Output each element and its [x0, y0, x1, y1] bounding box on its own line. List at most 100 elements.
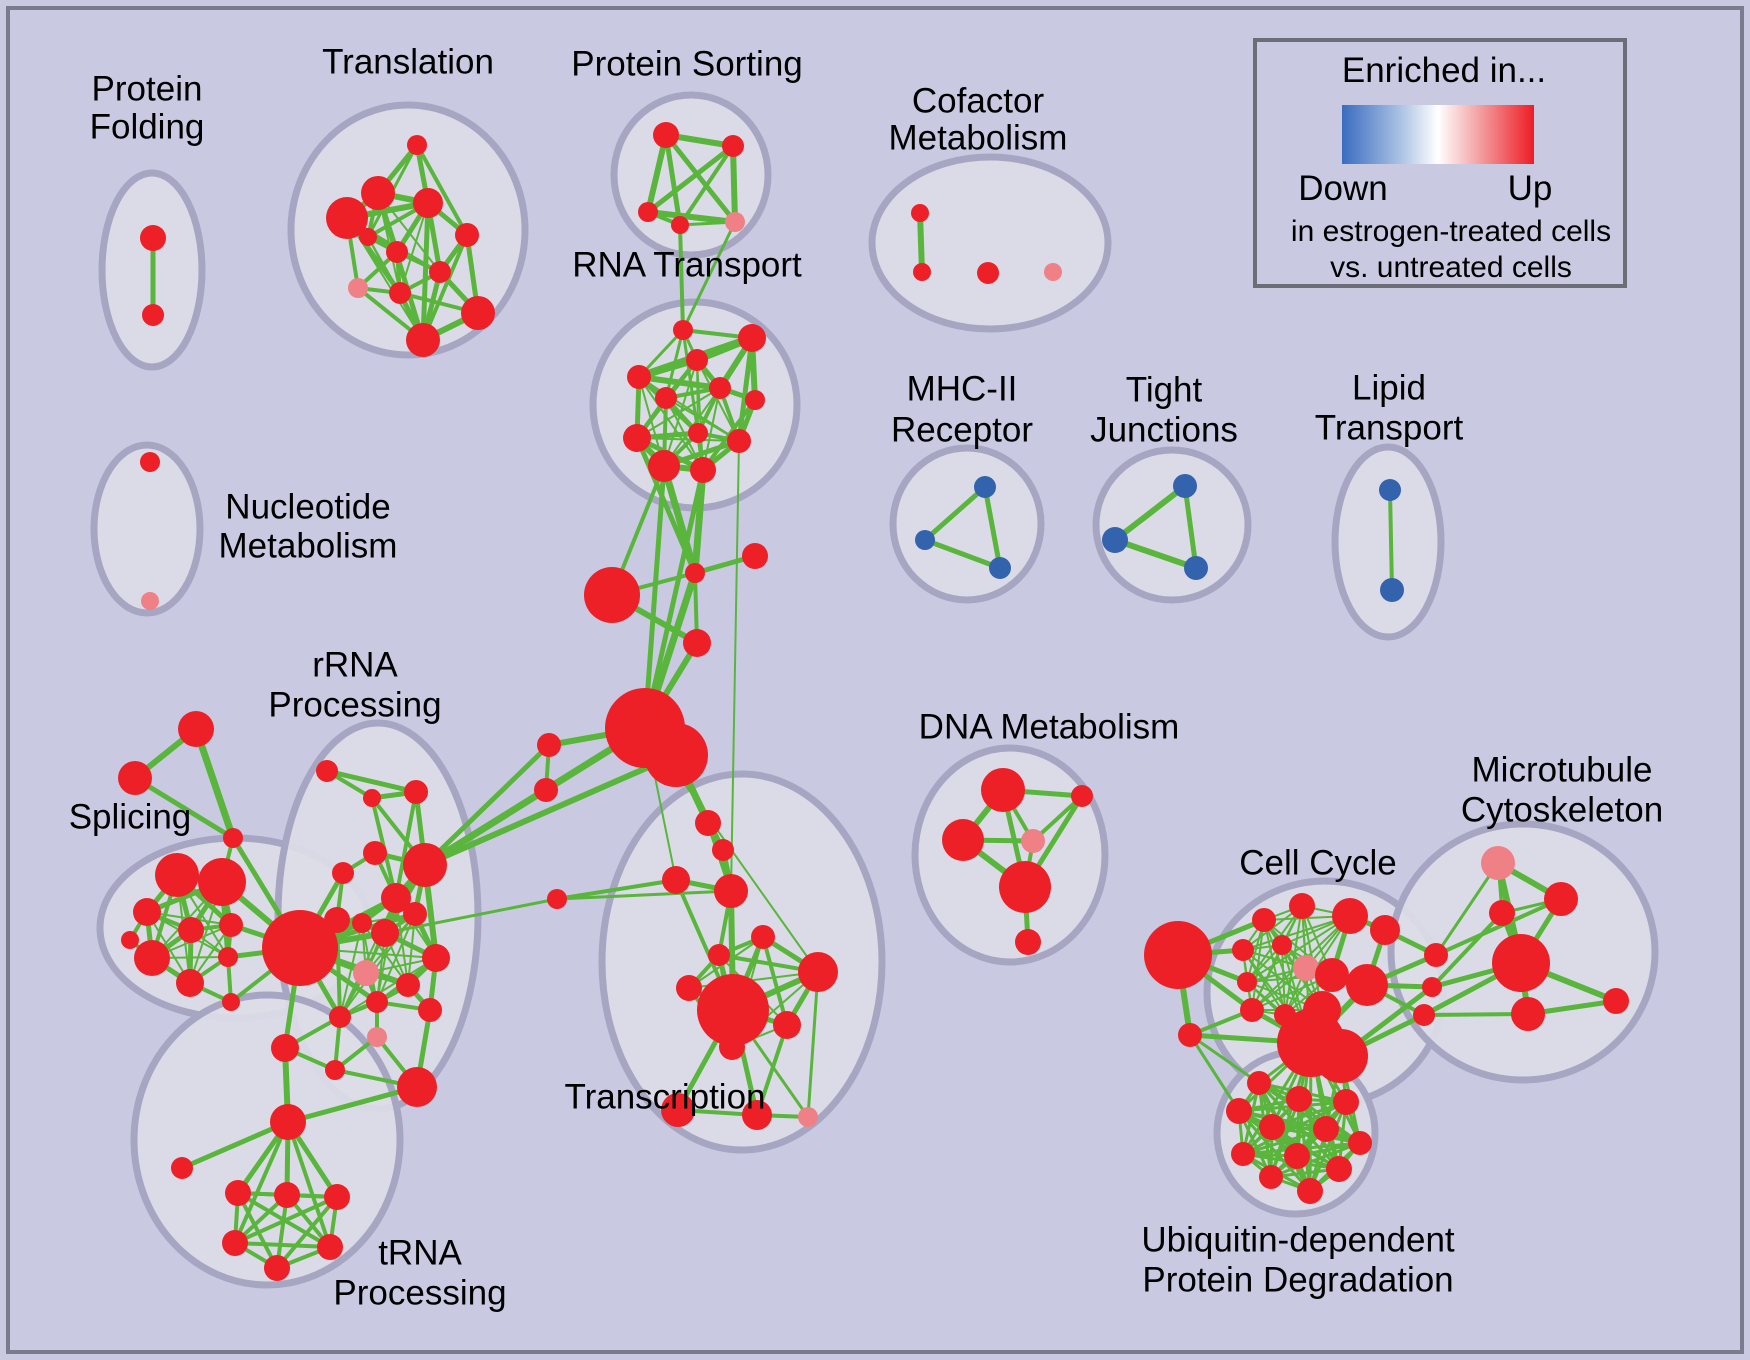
node-ccP2 [1314, 1029, 1368, 1083]
node-t3 [326, 197, 368, 239]
edge-cc2-ub1 [1188, 1033, 1261, 1085]
node-rr10 [352, 913, 372, 933]
edge-ps1-ps4 [663, 132, 683, 228]
node-t11 [406, 323, 440, 357]
edge-P2-rr6 [422, 752, 679, 868]
edge-tH-tw5 [286, 1120, 332, 1249]
edge-tx9-tx12 [755, 1023, 789, 1117]
node-rt1 [673, 320, 693, 340]
node-rr12 [353, 960, 379, 986]
node-rr18 [367, 1027, 387, 1047]
edge-ps5-rt1 [681, 220, 737, 332]
cluster-label-splicing-line1: Splicing [69, 798, 192, 837]
node-cc2 [1178, 1023, 1202, 1047]
node-ub5 [1259, 1114, 1285, 1140]
edge-T0-tx4 [555, 889, 733, 901]
node-G4 [683, 629, 711, 657]
node-tw3 [324, 1184, 350, 1210]
edge-rr20-tH [285, 1084, 420, 1125]
node-L1 [537, 733, 561, 757]
edge-tj1-tj3 [1182, 483, 1199, 571]
node-rt11 [648, 450, 680, 482]
nodes-layer [118, 122, 1629, 1281]
cluster-ellipse-trna-processing [130, 991, 404, 1289]
node-cc4 [1289, 893, 1315, 919]
node-lt1 [1379, 479, 1401, 501]
node-rt6 [655, 387, 677, 409]
node-ub2 [1286, 1086, 1312, 1112]
edge-ps1-ps3 [645, 132, 669, 215]
cluster-ellipse-tight-junctions [1092, 446, 1252, 604]
node-tx7 [676, 975, 702, 1001]
node-cc10 [1237, 972, 1257, 992]
node-rr1 [316, 760, 338, 782]
node-sp1 [155, 853, 199, 897]
edge-L1-rr6 [422, 742, 552, 868]
edge-ps2-ps5 [730, 143, 738, 225]
node-cf4 [1044, 263, 1062, 281]
node-G2 [742, 543, 768, 569]
edge-P1-rr6 [421, 724, 649, 869]
node-mt1 [1481, 846, 1515, 880]
node-sp7 [176, 969, 204, 997]
cluster-ellipses-layer [90, 91, 1659, 1289]
edge-ps1-ps5 [663, 132, 738, 225]
edge-mh1-mh2 [922, 484, 988, 543]
node-tw1 [225, 1180, 251, 1206]
edge-rr1-rr3 [324, 768, 419, 795]
edge-lt1-lt2 [1388, 488, 1394, 592]
cluster-label-microtubule-cytoskeleton-line2: Cytoskeleton [1461, 791, 1663, 830]
cluster-ellipse-cofactor-metabolism [868, 153, 1112, 333]
edge-tj1-tj2 [1112, 483, 1188, 543]
cluster-label-tight-junctions-line2: Junctions [1090, 411, 1238, 450]
node-tw5 [317, 1234, 343, 1260]
cluster-ellipse-dna-metabolism [911, 744, 1109, 966]
node-rr13 [422, 944, 450, 972]
node-mh3 [989, 557, 1011, 579]
node-txH [697, 974, 769, 1046]
edge-rt4-rt12 [638, 376, 704, 471]
node-tx11 [661, 1093, 695, 1127]
edge-cc2-ub4 [1188, 1033, 1241, 1113]
cluster-ellipse-protein-sorting [610, 91, 772, 259]
node-G1 [685, 563, 705, 583]
node-rr16 [418, 998, 442, 1022]
cluster-label-nucleotide-metabolism-line2: Metabolism [219, 527, 398, 566]
edge-rr8-rr17 [339, 913, 416, 1018]
node-dm1 [981, 768, 1025, 812]
node-ub10 [1326, 1156, 1352, 1182]
cluster-label-microtubule-cytoskeleton-line1: Microtubule [1472, 751, 1653, 790]
edge-tx8-tx13 [806, 970, 820, 1119]
node-rt5 [709, 377, 731, 399]
edge-ps4-rt1 [678, 223, 685, 332]
node-tx10 [719, 1034, 745, 1060]
node-rt3 [686, 349, 708, 371]
node-x2 [1422, 977, 1442, 997]
node-sp10 [121, 931, 139, 949]
edge-x2-mt3 [1430, 911, 1504, 989]
node-cc9 [1293, 955, 1319, 981]
node-mh1 [974, 476, 996, 498]
node-t4 [413, 188, 443, 218]
node-cc1 [1144, 921, 1212, 989]
node-sp9 [222, 993, 240, 1011]
cluster-label-cofactor-metabolism-line2: Metabolism [889, 119, 1068, 158]
node-mt4 [1492, 934, 1550, 992]
edge-ps3-ps5 [645, 209, 738, 225]
legend-caption-line2: vs. untreated cells [1330, 251, 1572, 284]
edge-tA-tC [192, 725, 237, 842]
edge-tx5-tx9 [762, 936, 788, 1026]
node-L2 [534, 778, 558, 802]
node-tC [223, 828, 243, 848]
cluster-label-lipid-transport-line1: Lipid [1352, 369, 1426, 408]
node-tx5 [751, 925, 775, 949]
node-tA [178, 711, 214, 747]
edge-tw4-tw5 [233, 1241, 332, 1249]
node-rt4 [627, 365, 651, 389]
node-t12 [359, 228, 377, 246]
node-tj1 [1173, 474, 1197, 498]
node-tw6 [264, 1255, 290, 1281]
node-t2 [361, 176, 395, 210]
